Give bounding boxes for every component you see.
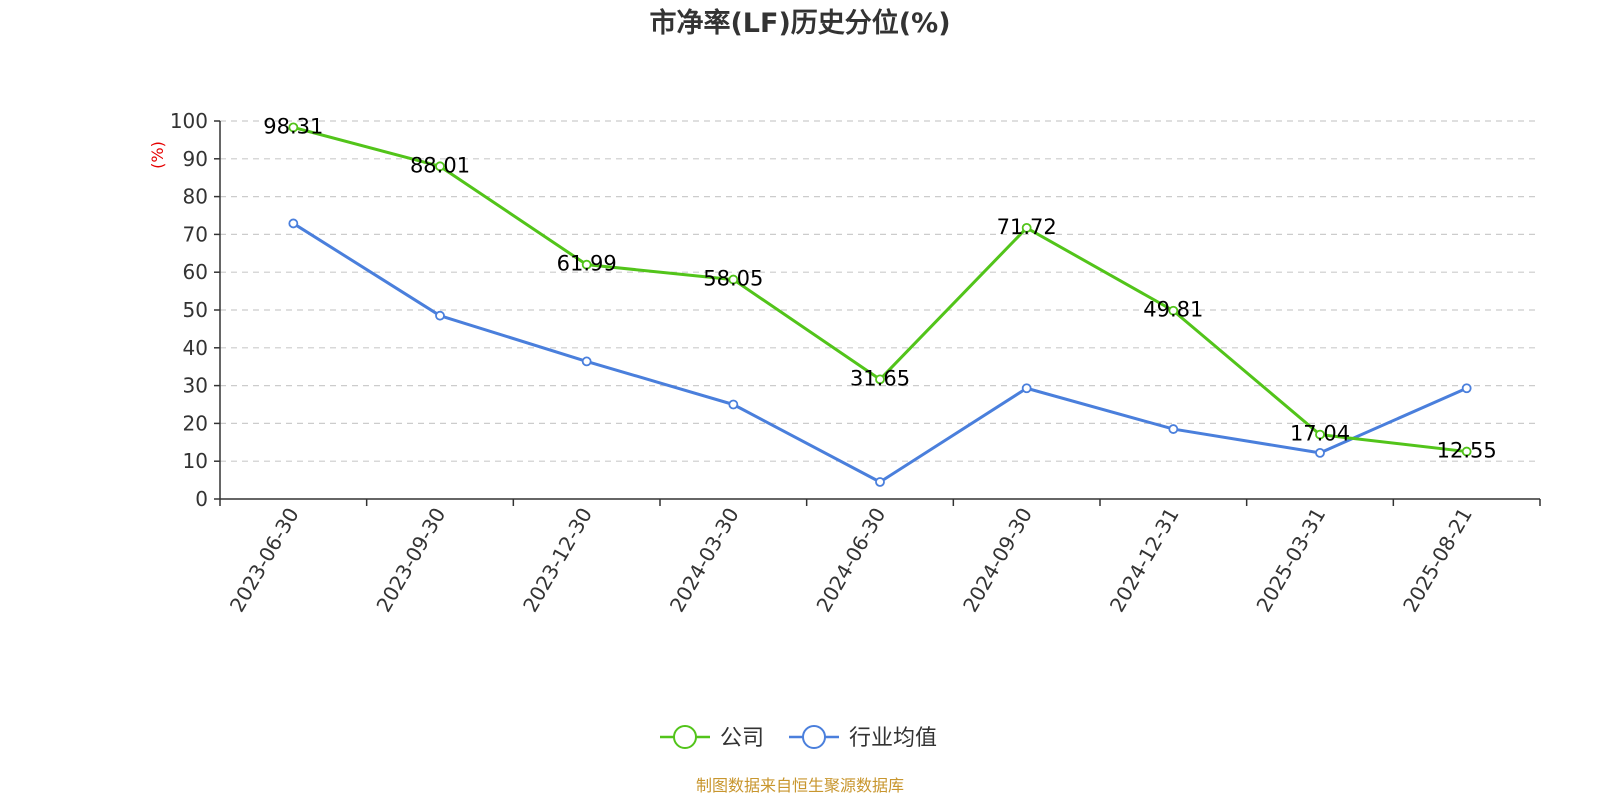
series-0-point-1 xyxy=(435,161,445,172)
legend: 公司 行业均值 xyxy=(660,725,937,751)
source-note: 制图数据来自恒生聚源数据库 xyxy=(696,776,904,795)
series-1 xyxy=(288,218,1472,487)
data-label-2: 61.99 xyxy=(557,252,617,276)
y-tick-label-30: 30 xyxy=(183,374,208,398)
data-labels: 98.31 88.01 61.99 58.05 31.65 71.72 49.81 17.04… xyxy=(263,114,1496,462)
y-axis: 0 10 20 30 40 50 60 70 80 90 100 xyxy=(170,109,221,511)
series-1-point-6 xyxy=(1168,424,1179,434)
y-tick-label-10: 10 xyxy=(183,449,208,473)
data-label-8: 12.55 xyxy=(1437,439,1497,463)
series-0 xyxy=(288,122,1472,457)
x-tick-label-1: 2023-09-30 xyxy=(371,504,450,617)
data-label-4: 31.65 xyxy=(850,366,910,390)
series-1-point-3 xyxy=(728,399,739,410)
data-label-6: 49.81 xyxy=(1143,298,1203,322)
data-label-7: 17.04 xyxy=(1290,422,1350,446)
y-tick-label-80: 80 xyxy=(183,185,208,209)
series-1-point-5 xyxy=(1021,383,1032,394)
series-0-point-4 xyxy=(875,374,885,385)
series-0-point-0 xyxy=(288,122,299,133)
series-0-point-3 xyxy=(728,274,739,285)
series-1-point-0 xyxy=(288,218,299,229)
x-tick-label-8: 2025-08-21 xyxy=(1398,504,1477,617)
series-1-point-2 xyxy=(581,356,592,367)
series-1-point-1 xyxy=(435,310,445,321)
x-tick-label-7: 2025-03-31 xyxy=(1251,504,1330,617)
y-tick-label-100: 100 xyxy=(170,109,208,133)
y-tick-label-50: 50 xyxy=(183,298,208,322)
legend-marker-0 xyxy=(673,725,697,749)
data-label-3: 58.05 xyxy=(703,267,763,291)
data-label-1: 88.01 xyxy=(410,153,470,177)
y-tick-label-20: 20 xyxy=(183,411,208,435)
series-1-point-8 xyxy=(1461,383,1472,394)
legend-marker-1 xyxy=(802,725,826,749)
legend-label-1: 行业均值 xyxy=(849,726,937,751)
y-tick-label-0: 0 xyxy=(195,487,208,511)
series-lines xyxy=(288,122,1472,487)
x-tick-label-3: 2024-03-30 xyxy=(665,504,744,617)
y-tick-label-60: 60 xyxy=(183,260,208,284)
x-tick-label-0: 2023-06-30 xyxy=(225,504,304,617)
x-tick-label-5: 2024-09-30 xyxy=(958,504,1037,617)
series-0-point-7 xyxy=(1315,429,1325,440)
data-label-5: 71.72 xyxy=(997,215,1057,239)
series-0-point-2 xyxy=(581,259,592,270)
series-0-point-6 xyxy=(1168,305,1179,316)
chart-title: 市净率(LF)历史分位(%) xyxy=(649,7,950,39)
series-1-point-7 xyxy=(1315,447,1325,458)
legend-item-0[interactable]: 公司 xyxy=(660,725,764,751)
y-tick-label-40: 40 xyxy=(183,336,208,360)
y-tick-label-70: 70 xyxy=(183,222,208,246)
series-0-point-8 xyxy=(1461,446,1472,457)
x-tick-label-2: 2023-12-30 xyxy=(518,504,597,617)
grid-lines xyxy=(220,120,1540,462)
x-tick-label-4: 2024-06-30 xyxy=(811,504,890,617)
series-1-point-4 xyxy=(875,477,885,487)
x-axis: 2023-06-30 2023-09-30 2023-12-30 2024-03-30… xyxy=(219,498,1541,617)
series-0-point-5 xyxy=(1021,222,1032,233)
y-axis-label: (%) xyxy=(148,141,167,169)
legend-item-1[interactable]: 行业均值 xyxy=(789,725,937,751)
x-tick-label-6: 2024-12-31 xyxy=(1105,504,1184,617)
y-tick-label-90: 90 xyxy=(183,147,208,171)
legend-label-0: 公司 xyxy=(720,726,764,751)
data-label-0: 98.31 xyxy=(263,114,323,138)
